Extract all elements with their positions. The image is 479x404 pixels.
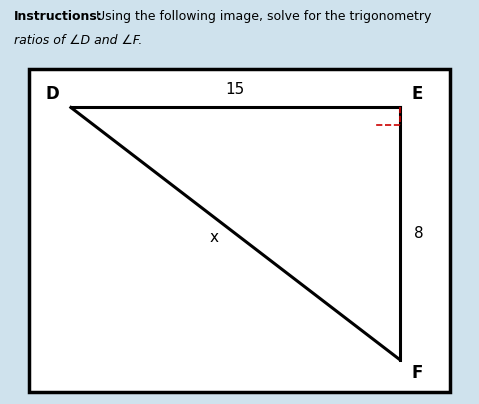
Text: 8: 8 (414, 226, 423, 241)
Text: 15: 15 (226, 82, 245, 97)
Text: Instructions:: Instructions: (14, 10, 103, 23)
Text: E: E (411, 85, 423, 103)
Text: F: F (411, 364, 423, 382)
Text: x: x (209, 230, 218, 245)
Text: Using the following image, solve for the trigonometry: Using the following image, solve for the… (92, 10, 432, 23)
Text: D: D (45, 85, 59, 103)
Text: ratios of ∠D and ∠F.: ratios of ∠D and ∠F. (14, 34, 143, 47)
Bar (29, 69, 450, 392)
